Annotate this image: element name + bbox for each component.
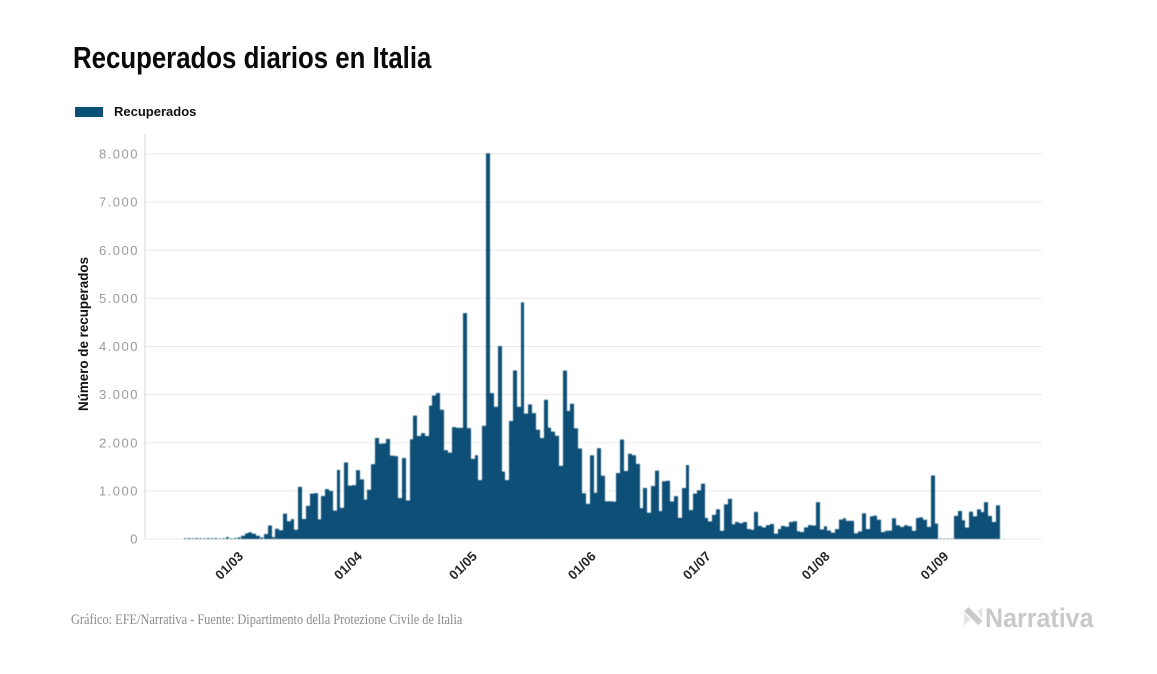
svg-text:3.000: 3.000: [99, 387, 139, 402]
svg-text:01/06: 01/06: [565, 549, 599, 583]
svg-text:8.000: 8.000: [99, 147, 139, 162]
svg-text:1.000: 1.000: [99, 483, 139, 498]
svg-text:01/04: 01/04: [331, 548, 365, 582]
svg-text:01/09: 01/09: [918, 549, 952, 583]
svg-text:01/07: 01/07: [680, 549, 714, 583]
svg-text:01/05: 01/05: [446, 549, 480, 583]
svg-text:Número de recuperados: Número de recuperados: [76, 257, 91, 411]
svg-text:0: 0: [130, 532, 139, 547]
svg-text:6.000: 6.000: [99, 243, 139, 258]
svg-text:7.000: 7.000: [99, 195, 139, 210]
svg-text:4.000: 4.000: [99, 339, 139, 354]
svg-text:2.000: 2.000: [99, 435, 139, 450]
svg-text:01/03: 01/03: [212, 549, 246, 583]
svg-text:01/08: 01/08: [799, 549, 833, 583]
svg-text:5.000: 5.000: [99, 291, 139, 306]
